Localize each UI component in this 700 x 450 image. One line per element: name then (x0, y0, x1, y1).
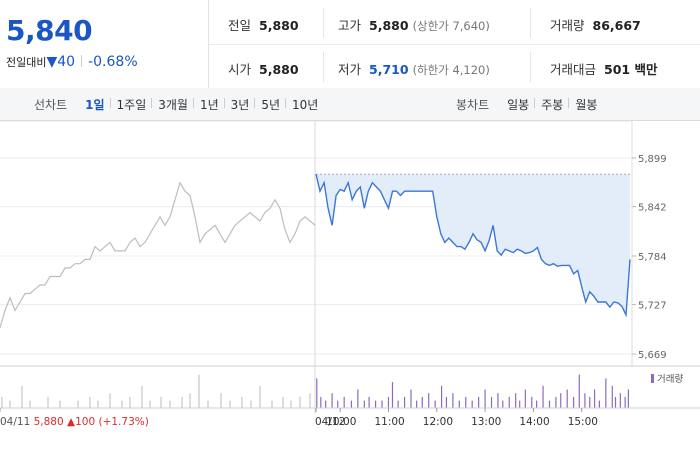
x-tick-label-0: 04/12 (315, 416, 345, 428)
tab-line-3[interactable]: 1년 (192, 96, 225, 113)
divider (323, 52, 324, 82)
candle-chart-tabs: 봉차트 일봉 주봉 월봉 (456, 88, 603, 120)
x-tick-label-1: 10:00 (326, 416, 356, 428)
chart-tab-bar: 선차트 1일 1주일 3개월 1년 3년 5년 10년 봉차트 일봉 주봉 월봉 (0, 88, 700, 121)
volume: 거래량 86,667 (550, 15, 641, 34)
open-label: 시가 (228, 62, 252, 77)
tab-line-4[interactable]: 3년 (223, 96, 256, 113)
divider (530, 8, 531, 38)
amount-label: 거래대금 (550, 62, 597, 77)
tab-candle-1[interactable]: 주봉 (534, 96, 569, 113)
quote-header: 5,840 전일대비▼40 -0.68% 전일 5,880 고가 5,880 (상한가 … (0, 0, 700, 89)
change-label: 전일대비 (6, 56, 47, 69)
tab-line-6[interactable]: 10년 (285, 96, 324, 113)
x-tick-label-4: 13:00 (471, 416, 501, 428)
tab-candle-2[interactable]: 월봉 (568, 96, 603, 113)
prev-day-date: 04/11 (0, 416, 34, 428)
y-tick-label-2: 5,784 (638, 252, 667, 263)
tab-line-5[interactable]: 5년 (254, 96, 286, 113)
divider (323, 8, 324, 38)
divider (530, 52, 531, 82)
up-triangle-icon: ▲ (67, 416, 76, 428)
volume-value: 86,667 (592, 18, 641, 33)
volume-legend-label: 거래량 (657, 373, 683, 385)
low-price: 저가 5,710 (하한가 4,120) (338, 59, 490, 78)
y-tick-label-4: 5,669 (638, 350, 667, 361)
change-row: 전일대비▼40 -0.68% (6, 54, 138, 70)
y-tick-label-1: 5,842 (638, 203, 667, 214)
row-divider (208, 44, 700, 45)
amount-value: 501 백만 (604, 62, 658, 77)
y-tick-label-3: 5,727 (638, 301, 667, 312)
change-amount: 40 (57, 54, 76, 70)
tab-line-0[interactable]: 1일 (85, 97, 105, 112)
high-price: 고가 5,880 (상한가 7,640) (338, 15, 490, 34)
high-label: 고가 (338, 18, 362, 33)
prev-day-change: 100 (+1.73%) (75, 416, 149, 428)
tab-line-1[interactable]: 1주일 (109, 96, 153, 113)
divider (81, 55, 83, 67)
tab-candle-0[interactable]: 일봉 (507, 97, 530, 112)
open-value: 5,880 (259, 62, 299, 77)
y-tick-label-0: 5,899 (638, 154, 667, 165)
tab-line-2[interactable]: 3개월 (151, 96, 194, 113)
prev-close-value: 5,880 (259, 18, 299, 33)
line-chart-label: 선차트 (34, 97, 68, 112)
low-value: 5,710 (369, 62, 409, 77)
current-price: 5,840 (6, 14, 93, 47)
x-tick-label-5: 14:00 (519, 416, 549, 428)
down-triangle-icon: ▼ (46, 54, 58, 70)
x-tick-label-3: 12:00 (423, 416, 453, 428)
prev-day-summary: 04/11 5,880 ▲100 (+1.73%) (0, 416, 149, 428)
prev-day-close: 5,880 (34, 416, 67, 428)
high-value: 5,880 (369, 18, 409, 33)
series-prev-day-line (0, 181, 316, 328)
upper-limit: (상한가 7,640) (412, 19, 490, 33)
candle-chart-label: 봉차트 (456, 97, 490, 112)
x-tick-label-2: 11:00 (374, 416, 404, 428)
line-chart-tabs: 선차트 1일 1주일 3개월 1년 3년 5년 10년 (34, 88, 324, 120)
open-price: 시가 5,880 (228, 59, 299, 78)
prev-close: 전일 5,880 (228, 15, 299, 34)
price-box: 5,840 전일대비▼40 -0.68% (0, 0, 209, 88)
series-today-fill (316, 174, 630, 315)
volume-label: 거래량 (550, 18, 585, 33)
low-label: 저가 (338, 62, 362, 77)
series-today-line (315, 174, 631, 318)
volume-legend-swatch (651, 374, 654, 383)
lower-limit: (하한가 4,120) (412, 63, 490, 77)
change-rate: -0.68% (88, 54, 138, 70)
prev-close-label: 전일 (228, 18, 252, 33)
trade-amount: 거래대금 501 백만 (550, 59, 657, 78)
x-tick-label-6: 15:00 (568, 416, 598, 428)
